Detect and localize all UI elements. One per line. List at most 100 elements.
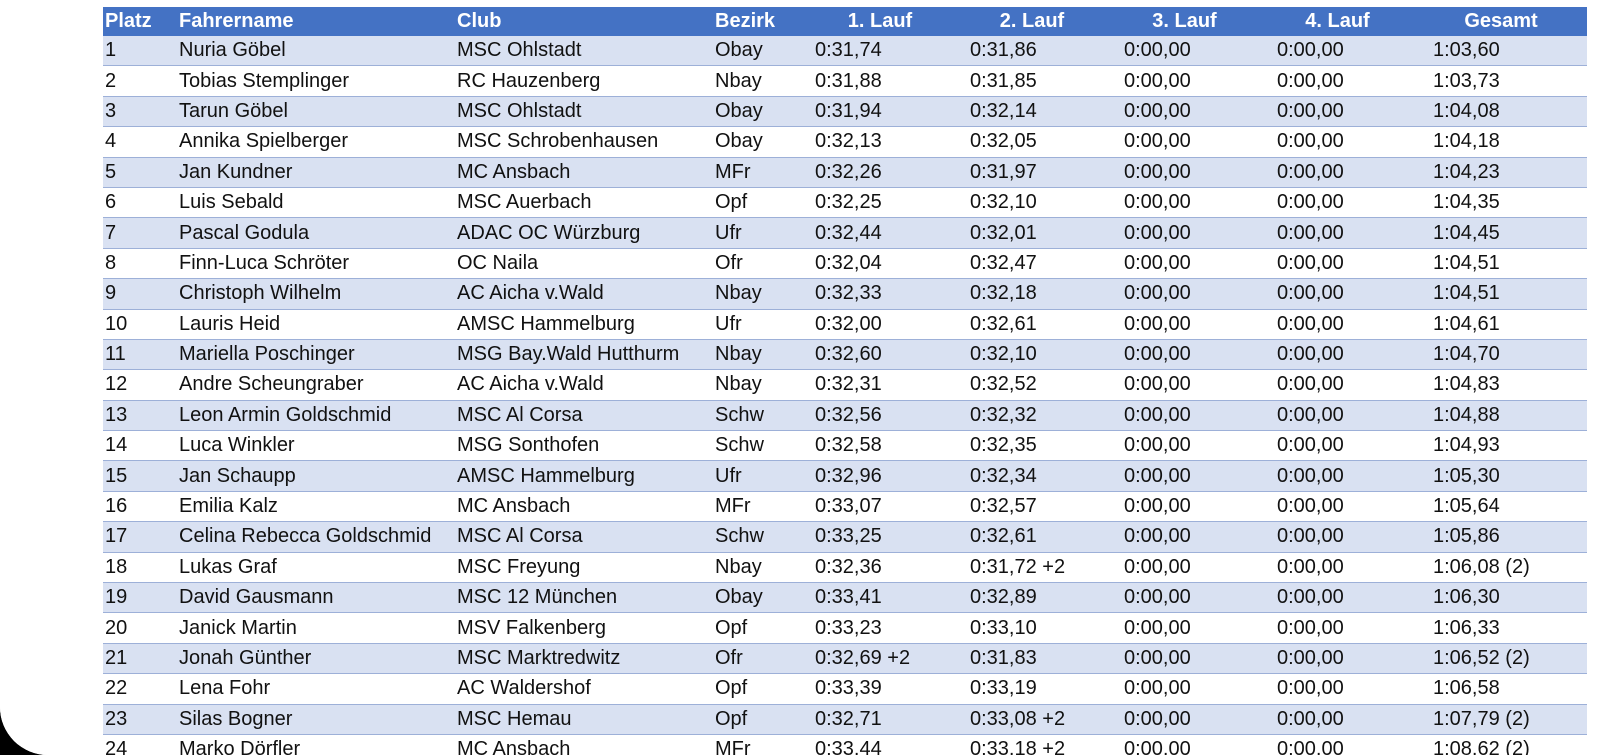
cell-fahrername: Jan Schaupp — [177, 460, 455, 492]
cell-platz: 18 — [103, 552, 177, 584]
cell-fahrername: Jonah Günther — [177, 643, 455, 675]
cell-gesamt: 1:06,58 — [1413, 673, 1587, 705]
cell-lauf-3: 0:00,00 — [1107, 704, 1260, 735]
cell-platz: 12 — [103, 369, 177, 401]
cell-lauf-1: 0:32,00 — [803, 309, 955, 340]
cell-lauf-3: 0:00,00 — [1107, 217, 1260, 249]
header-row: Platz Fahrername Club Bezirk 1. Lauf 2. … — [103, 7, 1587, 36]
cell-gesamt: 1:04,51 — [1413, 278, 1587, 310]
table-row: 9 Christoph Wilhelm AC Aicha v.Wald Nbay 0:3… — [103, 278, 1587, 310]
cell-lauf-4: 0:00,00 — [1260, 673, 1413, 705]
cell-fahrername: Luca Winkler — [177, 430, 455, 462]
cell-lauf-4: 0:00,00 — [1260, 65, 1413, 97]
cell-lauf-1: 0:32,44 — [803, 217, 955, 249]
table-row: 22 Lena Fohr AC Waldershof Opf 0:33,39 0:33,1… — [103, 673, 1587, 705]
cell-lauf-2: 0:32,89 — [955, 582, 1107, 614]
cell-fahrername: Lukas Graf — [177, 552, 455, 584]
cell-lauf-3: 0:00,00 — [1107, 400, 1260, 432]
cell-fahrername: Marko Dörfler — [177, 734, 455, 755]
table-header: Platz Fahrername Club Bezirk 1. Lauf 2. … — [103, 7, 1587, 36]
cell-gesamt: 1:04,18 — [1413, 126, 1587, 158]
cell-club: MSG Sonthofen — [455, 430, 713, 462]
header-club: Club — [455, 7, 713, 36]
cell-club: MSC Marktredwitz — [455, 643, 713, 675]
cell-bezirk: Schw — [713, 521, 803, 553]
header-lauf-4: 4. Lauf — [1260, 7, 1413, 36]
cell-platz: 3 — [103, 96, 177, 128]
cell-lauf-3: 0:00,00 — [1107, 248, 1260, 280]
cell-lauf-1: 0:32,56 — [803, 400, 955, 432]
cell-platz: 17 — [103, 521, 177, 553]
cell-bezirk: Opf — [713, 187, 803, 219]
table-row: 19 David Gausmann MSC 12 München Obay 0:33,4… — [103, 582, 1587, 614]
cell-platz: 16 — [103, 491, 177, 523]
cell-bezirk: Nbay — [713, 339, 803, 371]
cell-bezirk: Nbay — [713, 552, 803, 584]
cell-bezirk: Ufr — [713, 217, 803, 249]
cell-fahrername: Jan Kundner — [177, 157, 455, 188]
cell-platz: 13 — [103, 400, 177, 432]
cell-lauf-1: 0:33,23 — [803, 612, 955, 644]
cell-lauf-3: 0:00,00 — [1107, 96, 1260, 128]
cell-lauf-1: 0:32,69 +2 — [803, 643, 955, 675]
cell-lauf-2: 0:32,05 — [955, 126, 1107, 158]
cell-lauf-3: 0:00,00 — [1107, 65, 1260, 97]
cell-lauf-2: 0:31,83 — [955, 643, 1107, 675]
cell-lauf-3: 0:00,00 — [1107, 369, 1260, 401]
cell-club: MC Ansbach — [455, 491, 713, 523]
cell-lauf-1: 0:32,26 — [803, 157, 955, 188]
cell-gesamt: 1:06,08 (2) — [1413, 552, 1587, 584]
cell-club: MSC Al Corsa — [455, 521, 713, 553]
cell-lauf-1: 0:32,60 — [803, 339, 955, 371]
cell-lauf-4: 0:00,00 — [1260, 217, 1413, 249]
cell-fahrername: Celina Rebecca Goldschmid — [177, 521, 455, 553]
cell-club: OC Naila — [455, 248, 713, 280]
table-row: 6 Luis Sebald MSC Auerbach Opf 0:32,25 0:32,1… — [103, 187, 1587, 219]
cell-platz: 23 — [103, 704, 177, 735]
cell-lauf-2: 0:32,35 — [955, 430, 1107, 462]
cell-lauf-2: 0:33,19 — [955, 673, 1107, 705]
cell-gesamt: 1:04,23 — [1413, 157, 1587, 188]
cell-club: MC Ansbach — [455, 157, 713, 188]
cell-fahrername: Silas Bogner — [177, 704, 455, 735]
cell-lauf-1: 0:32,31 — [803, 369, 955, 401]
cell-fahrername: Luis Sebald — [177, 187, 455, 219]
cell-bezirk: Nbay — [713, 278, 803, 310]
cell-club: RC Hauzenberg — [455, 65, 713, 97]
cell-bezirk: Ofr — [713, 248, 803, 280]
header-platz: Platz — [103, 7, 177, 36]
table-row: 12 Andre Scheungraber AC Aicha v.Wald Nbay 0… — [103, 369, 1587, 401]
cell-platz: 14 — [103, 430, 177, 462]
cell-lauf-3: 0:00,00 — [1107, 552, 1260, 584]
cell-lauf-1: 0:32,13 — [803, 126, 955, 158]
cell-bezirk: Obay — [713, 582, 803, 614]
cell-fahrername: Lena Fohr — [177, 673, 455, 705]
cell-lauf-3: 0:00,00 — [1107, 35, 1260, 67]
cell-lauf-4: 0:00,00 — [1260, 460, 1413, 492]
cell-bezirk: Obay — [713, 96, 803, 128]
header-lauf-1: 1. Lauf — [803, 7, 955, 36]
cell-lauf-2: 0:32,01 — [955, 217, 1107, 249]
cell-lauf-1: 0:32,58 — [803, 430, 955, 462]
cell-lauf-4: 0:00,00 — [1260, 612, 1413, 644]
cell-lauf-2: 0:32,10 — [955, 187, 1107, 219]
cell-platz: 4 — [103, 126, 177, 158]
table-row: 1 Nuria Göbel MSC Ohlstadt Obay 0:31,74 0:31,… — [103, 35, 1587, 67]
table-row: 11 Mariella Poschinger MSG Bay.Wald Hutthu… — [103, 339, 1587, 371]
cell-lauf-4: 0:00,00 — [1260, 157, 1413, 188]
cell-gesamt: 1:08,62 (2) — [1413, 734, 1587, 755]
cell-fahrername: Christoph Wilhelm — [177, 278, 455, 310]
cell-platz: 7 — [103, 217, 177, 249]
table-body: 1 Nuria Göbel MSC Ohlstadt Obay 0:31,74 0:31,… — [103, 35, 1587, 755]
cell-gesamt: 1:03,60 — [1413, 35, 1587, 67]
header-bezirk: Bezirk — [713, 7, 803, 36]
cell-lauf-4: 0:00,00 — [1260, 430, 1413, 462]
cell-bezirk: Nbay — [713, 65, 803, 97]
cell-gesamt: 1:06,30 — [1413, 582, 1587, 614]
table-row: 8 Finn-Luca Schröter OC Naila Ofr 0:32,04 0:3… — [103, 248, 1587, 280]
cell-bezirk: Obay — [713, 126, 803, 158]
cell-lauf-4: 0:00,00 — [1260, 521, 1413, 553]
header-lauf-2: 2. Lauf — [955, 7, 1107, 36]
cell-platz: 11 — [103, 339, 177, 371]
table-row: 16 Emilia Kalz MC Ansbach MFr 0:33,07 0:32,57… — [103, 491, 1587, 523]
